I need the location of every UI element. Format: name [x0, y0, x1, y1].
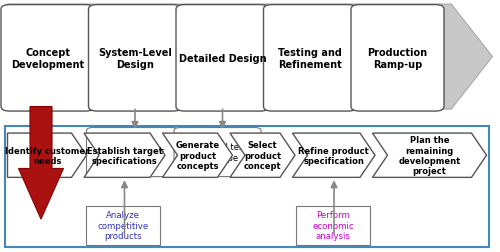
Text: Production
Ramp-up: Production Ramp-up: [368, 48, 428, 69]
Polygon shape: [162, 134, 232, 178]
Text: Concept
Development: Concept Development: [11, 48, 84, 69]
Polygon shape: [292, 134, 375, 178]
FancyBboxPatch shape: [86, 206, 160, 245]
Polygon shape: [230, 134, 295, 178]
Text: Perform
economic
analysis: Perform economic analysis: [312, 211, 354, 240]
FancyBboxPatch shape: [351, 6, 444, 112]
Text: Analyze
competitive
products: Analyze competitive products: [98, 211, 148, 240]
Text: Generate
product
concepts: Generate product concepts: [176, 141, 220, 170]
Polygon shape: [18, 107, 64, 219]
FancyBboxPatch shape: [88, 6, 182, 112]
Text: Plan the
remaining
development
project: Plan the remaining development project: [398, 136, 460, 176]
Text: Design the
architecture of
product: Design the architecture of product: [102, 138, 164, 167]
Text: Refine product
specification: Refine product specification: [298, 146, 369, 165]
Polygon shape: [84, 134, 165, 178]
Polygon shape: [8, 5, 492, 110]
FancyBboxPatch shape: [264, 6, 356, 112]
FancyBboxPatch shape: [86, 128, 178, 177]
Polygon shape: [8, 134, 86, 178]
Text: System-Level
Design: System-Level Design: [98, 48, 172, 69]
FancyBboxPatch shape: [174, 128, 261, 177]
Text: Identify customer
needs: Identify customer needs: [5, 146, 89, 165]
FancyBboxPatch shape: [176, 6, 269, 112]
Text: Testing and
Refinement: Testing and Refinement: [278, 48, 342, 69]
FancyBboxPatch shape: [1, 6, 94, 112]
Text: Establish target
specifications: Establish target specifications: [86, 146, 162, 165]
Text: Detailed Design: Detailed Design: [178, 54, 266, 64]
FancyBboxPatch shape: [5, 126, 489, 247]
FancyBboxPatch shape: [296, 206, 370, 245]
Polygon shape: [372, 134, 486, 178]
Text: Select
product
concept: Select product concept: [244, 141, 282, 170]
Text: Build and test
prototype: Build and test prototype: [188, 143, 247, 162]
